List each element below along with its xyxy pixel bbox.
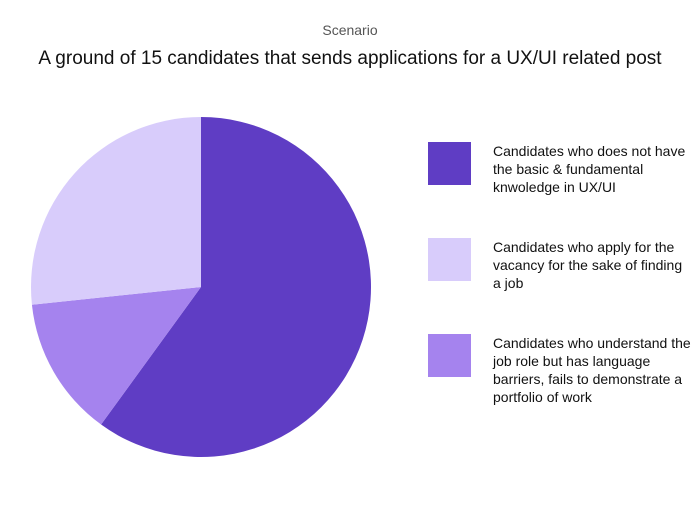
pie-slice-3 <box>30 117 201 305</box>
legend-label: Candidates who apply for the vacancy for… <box>493 239 683 291</box>
chart-title: A ground of 15 candidates that sends app… <box>38 48 662 69</box>
legend-swatch <box>428 334 471 377</box>
legend-label: Candidates who understand the job role b… <box>493 335 691 405</box>
legend-label: Candidates who does not have the basic &… <box>493 143 686 195</box>
legend-swatch <box>428 238 471 281</box>
pie-slice-1 <box>101 117 372 457</box>
pie-slice-2 <box>31 287 202 425</box>
chart-subtitle: Scenario <box>322 22 378 38</box>
legend-swatch <box>428 142 471 185</box>
